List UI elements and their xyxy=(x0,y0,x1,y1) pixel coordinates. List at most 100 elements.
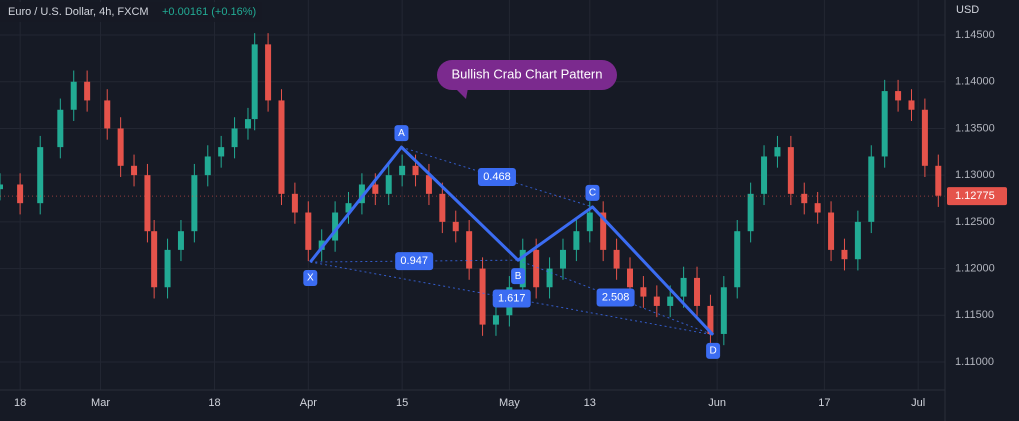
candle-body xyxy=(734,231,741,288)
y-tick-label: 1.13000 xyxy=(955,169,995,181)
callout: Bullish Crab Chart Pattern xyxy=(437,60,617,99)
candle-body xyxy=(653,296,660,306)
callout-tail xyxy=(455,88,468,99)
ratio-box xyxy=(492,289,531,308)
x-tick-label: 13 xyxy=(584,397,596,409)
candle-body xyxy=(854,221,861,260)
candle-body xyxy=(318,240,325,250)
candle-body xyxy=(164,249,171,288)
candle-body xyxy=(278,100,285,194)
x-tick-label: 15 xyxy=(396,397,408,409)
currency: USD xyxy=(956,4,979,16)
ratio-box xyxy=(477,168,516,187)
ratio-label: 0.947 xyxy=(400,255,428,267)
candle-body xyxy=(332,212,339,241)
x-tick-label: Jun xyxy=(708,397,726,409)
candle-body xyxy=(694,277,701,306)
callout-box xyxy=(437,60,617,90)
point-label: D xyxy=(709,346,716,357)
overlay: 0.468 0.947 1.617 2.508 X A B C D xyxy=(0,125,945,359)
candle-body xyxy=(131,165,138,176)
point-label: B xyxy=(515,271,522,282)
candle-body xyxy=(439,193,446,222)
candle-body xyxy=(191,175,198,232)
candle-body xyxy=(921,109,928,166)
header-bg xyxy=(0,2,262,22)
candle-body xyxy=(17,184,24,204)
point-label: C xyxy=(589,188,596,199)
candle-body xyxy=(868,156,875,222)
x-tick-label: Mar xyxy=(91,397,110,409)
candle-body xyxy=(774,147,781,157)
candle-body xyxy=(251,44,258,120)
point-box xyxy=(303,270,318,287)
y-tick-label: 1.14000 xyxy=(955,76,995,88)
chart-title: Euro / U.S. Dollar, 4h, FXCM xyxy=(8,6,149,18)
candle-body xyxy=(492,315,499,325)
candle-body xyxy=(244,119,251,129)
candle-body xyxy=(707,305,714,334)
candle-body xyxy=(546,268,553,288)
last-price-label: 1.12775 xyxy=(955,190,995,202)
candle-body xyxy=(151,231,158,288)
annotation: Bullish Crab Chart Pattern xyxy=(451,66,602,81)
ratio-label: 2.508 xyxy=(602,291,630,303)
candle-body xyxy=(291,193,298,213)
ratio-label: 1.617 xyxy=(498,292,526,304)
point-label: X xyxy=(307,273,314,284)
candle-body xyxy=(144,175,151,232)
y-tick-label: 1.11000 xyxy=(955,356,994,368)
point-box xyxy=(511,268,526,285)
candle-body xyxy=(640,287,647,297)
point-label: A xyxy=(398,128,405,139)
point-box xyxy=(706,342,721,359)
ratio-box xyxy=(596,288,635,307)
candle-body xyxy=(265,44,272,101)
candle-body xyxy=(559,249,566,269)
candle-body xyxy=(0,184,3,190)
ratio-box xyxy=(395,252,434,271)
candle-body xyxy=(895,91,902,101)
candle-body xyxy=(117,128,124,166)
x-tick-label: Jul xyxy=(911,397,925,409)
point-box xyxy=(394,125,409,142)
candle-body xyxy=(720,287,727,334)
candle-body xyxy=(801,193,808,204)
ratio-line xyxy=(310,261,714,336)
y-tick-label: 1.11500 xyxy=(955,309,994,321)
candle-body xyxy=(466,231,473,269)
x-tick-label: 17 xyxy=(818,397,830,409)
candle-body xyxy=(613,249,620,269)
candle-body xyxy=(399,165,406,176)
candle-body xyxy=(305,212,312,250)
point-box xyxy=(585,184,600,201)
candle-body xyxy=(627,268,633,288)
candle-body xyxy=(412,165,419,176)
candle-body xyxy=(70,81,77,110)
candle-body xyxy=(177,231,184,250)
candle-body xyxy=(747,193,754,232)
candle-body xyxy=(218,147,225,157)
candle-body xyxy=(841,249,848,260)
ratio-label: 0.468 xyxy=(483,171,511,183)
candle-body xyxy=(573,231,580,250)
candle-body xyxy=(57,109,64,148)
candle-body xyxy=(452,221,459,232)
y-tick-label: 1.14500 xyxy=(955,29,995,41)
price-change: +0.00161 (+0.16%) xyxy=(162,6,256,18)
candle-body xyxy=(358,184,365,204)
x-tick-label: Apr xyxy=(300,397,317,409)
candle-body xyxy=(881,91,888,157)
plot xyxy=(0,33,942,346)
candle-body xyxy=(761,156,768,194)
candle-body xyxy=(372,184,379,194)
candle-body xyxy=(814,203,821,213)
candle-body xyxy=(231,128,238,148)
pattern-line xyxy=(309,145,715,336)
candle-body xyxy=(600,212,607,250)
candle-body xyxy=(908,100,915,110)
y-tick-label: 1.12500 xyxy=(955,216,995,228)
x-tick-label: May xyxy=(499,397,520,409)
